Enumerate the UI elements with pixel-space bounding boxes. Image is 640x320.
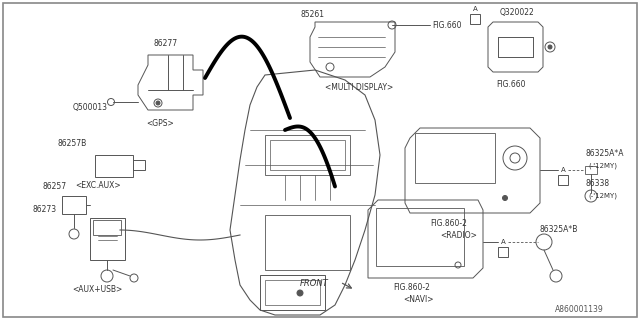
Circle shape — [297, 290, 303, 296]
Bar — [470, 14, 480, 24]
Bar — [498, 247, 508, 257]
Text: FRONT: FRONT — [300, 279, 329, 289]
Circle shape — [156, 101, 160, 105]
Text: <AUX+USB>: <AUX+USB> — [72, 285, 122, 294]
Bar — [376, 208, 464, 266]
Bar — [90, 218, 125, 260]
Text: <NAVI>: <NAVI> — [403, 295, 433, 305]
Bar — [260, 275, 325, 310]
Text: A860001139: A860001139 — [555, 306, 604, 315]
Text: (-'12MY): (-'12MY) — [588, 163, 617, 169]
Bar — [95, 155, 133, 177]
Text: 86277: 86277 — [153, 38, 177, 47]
Text: A: A — [561, 167, 565, 173]
Text: <EXC.AUX>: <EXC.AUX> — [75, 180, 120, 189]
Bar — [62, 196, 86, 214]
Text: <MULTI DISPLAY>: <MULTI DISPLAY> — [325, 83, 393, 92]
Text: 86273: 86273 — [32, 204, 56, 213]
Text: FIG.660: FIG.660 — [496, 79, 525, 89]
Text: 86338: 86338 — [585, 179, 609, 188]
Bar — [415, 133, 495, 183]
Text: 86257B: 86257B — [57, 139, 86, 148]
Text: 86325A*A: 86325A*A — [585, 148, 623, 157]
Bar — [265, 280, 320, 305]
Text: (-'12MY): (-'12MY) — [588, 193, 617, 199]
Text: FIG.860-2: FIG.860-2 — [393, 284, 430, 292]
Bar — [558, 175, 568, 185]
Text: A: A — [472, 6, 477, 12]
Text: A: A — [500, 239, 506, 245]
Text: 86257: 86257 — [42, 181, 66, 190]
Text: Q500013: Q500013 — [73, 102, 108, 111]
Text: FIG.660: FIG.660 — [432, 20, 461, 29]
Text: Q320022: Q320022 — [500, 7, 535, 17]
Text: 85261: 85261 — [300, 10, 324, 19]
Circle shape — [548, 45, 552, 49]
Text: <RADIO>: <RADIO> — [440, 230, 477, 239]
Circle shape — [502, 196, 508, 201]
Text: 86325A*B: 86325A*B — [540, 226, 579, 235]
Text: <GPS>: <GPS> — [146, 118, 173, 127]
Bar — [270, 140, 345, 170]
Bar — [265, 135, 350, 175]
Bar — [265, 215, 350, 270]
Bar — [93, 220, 121, 235]
Text: FIG.860-2: FIG.860-2 — [430, 219, 467, 228]
Bar — [585, 166, 597, 174]
